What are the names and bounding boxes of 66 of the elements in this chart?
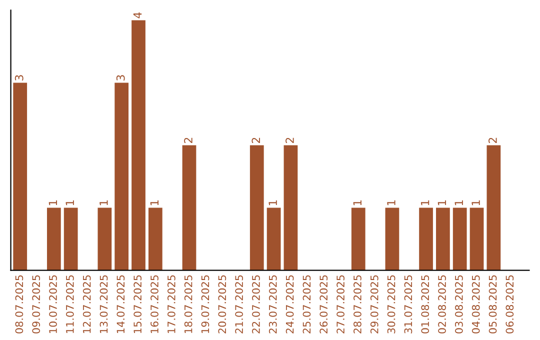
- bar: [436, 208, 450, 270]
- bar: [419, 208, 433, 270]
- x-tick-label: 22.07.2025: [252, 275, 260, 334]
- bar: [13, 82, 28, 270]
- x-tick-label: 23.07.2025: [268, 275, 277, 334]
- data-label: 2: [286, 138, 294, 144]
- data-label: 1: [150, 200, 158, 206]
- x-tick-label: 08.07.2025: [15, 275, 24, 334]
- x-tick-label: 19.07.2025: [201, 275, 210, 333]
- data-label: 1: [100, 200, 108, 206]
- x-tick-label: 24.07.2025: [286, 275, 294, 334]
- data-label: 1: [268, 200, 277, 206]
- x-tick-label: 27.07.2025: [336, 275, 344, 334]
- x-tick-label: 18.07.2025: [184, 275, 192, 333]
- x-tick-label: 14.07.2025: [116, 275, 125, 333]
- x-tick-label: 02.08.2025: [438, 275, 446, 334]
- x-tick-label: 05.08.2025: [488, 275, 497, 334]
- bar: [452, 208, 467, 270]
- data-label: 3: [116, 75, 125, 80]
- data-label: 3: [14, 75, 24, 80]
- bar: [250, 145, 264, 270]
- x-tick-label: 04.08.2025: [472, 275, 480, 334]
- data-label: 1: [48, 200, 57, 206]
- bar: [64, 208, 78, 270]
- x-tick-label: 09.07.2025: [32, 275, 40, 334]
- x-tick-label: 13.07.2025: [100, 275, 108, 333]
- bar: [182, 145, 196, 270]
- data-label: 4: [133, 12, 142, 18]
- x-tick-label: 12.07.2025: [82, 275, 91, 333]
- x-tick-label: 01.08.2025: [421, 275, 430, 334]
- bar: [385, 208, 400, 270]
- x-tick-label: 29.07.2025: [370, 275, 378, 334]
- bar: [486, 145, 501, 270]
- x-tick-label: 16.07.2025: [150, 275, 158, 333]
- data-label: 1: [438, 200, 446, 206]
- bar: [266, 208, 281, 270]
- data-label: 2: [184, 138, 192, 144]
- data-label: 1: [420, 200, 430, 206]
- data-label: 1: [353, 200, 362, 206]
- x-tick-label: 25.07.2025: [302, 275, 311, 334]
- bar: [148, 208, 162, 270]
- data-label: 1: [387, 200, 396, 206]
- x-tick-label: 31.07.2025: [404, 275, 412, 334]
- data-label: 2: [488, 138, 497, 144]
- x-tick-label: 30.07.2025: [387, 275, 396, 334]
- x-tick-label: 06.08.2025: [506, 275, 514, 334]
- data-label: 1: [472, 200, 480, 206]
- x-tick-label: 10.07.2025: [49, 275, 57, 333]
- x-tick-label: 17.07.2025: [167, 275, 176, 333]
- data-label: 2: [252, 138, 260, 144]
- bar: [470, 208, 484, 270]
- bar: [98, 208, 112, 270]
- x-tick-label: 20.07.2025: [218, 275, 226, 334]
- bar: [351, 208, 366, 270]
- data-label: 1: [66, 200, 74, 206]
- x-tick-label: 26.07.2025: [320, 275, 328, 334]
- x-tick-label: 28.07.2025: [354, 275, 362, 334]
- x-tick-label: 03.08.2025: [455, 275, 463, 334]
- x-tick-label: 11.07.2025: [66, 275, 74, 333]
- x-tick-label: 15.07.2025: [134, 275, 142, 333]
- x-tick-label: 21.07.2025: [235, 275, 243, 334]
- data-label: 1: [454, 200, 463, 206]
- bar: [46, 208, 61, 270]
- bar: [132, 20, 146, 270]
- bar: [284, 145, 298, 270]
- bar: [114, 82, 129, 270]
